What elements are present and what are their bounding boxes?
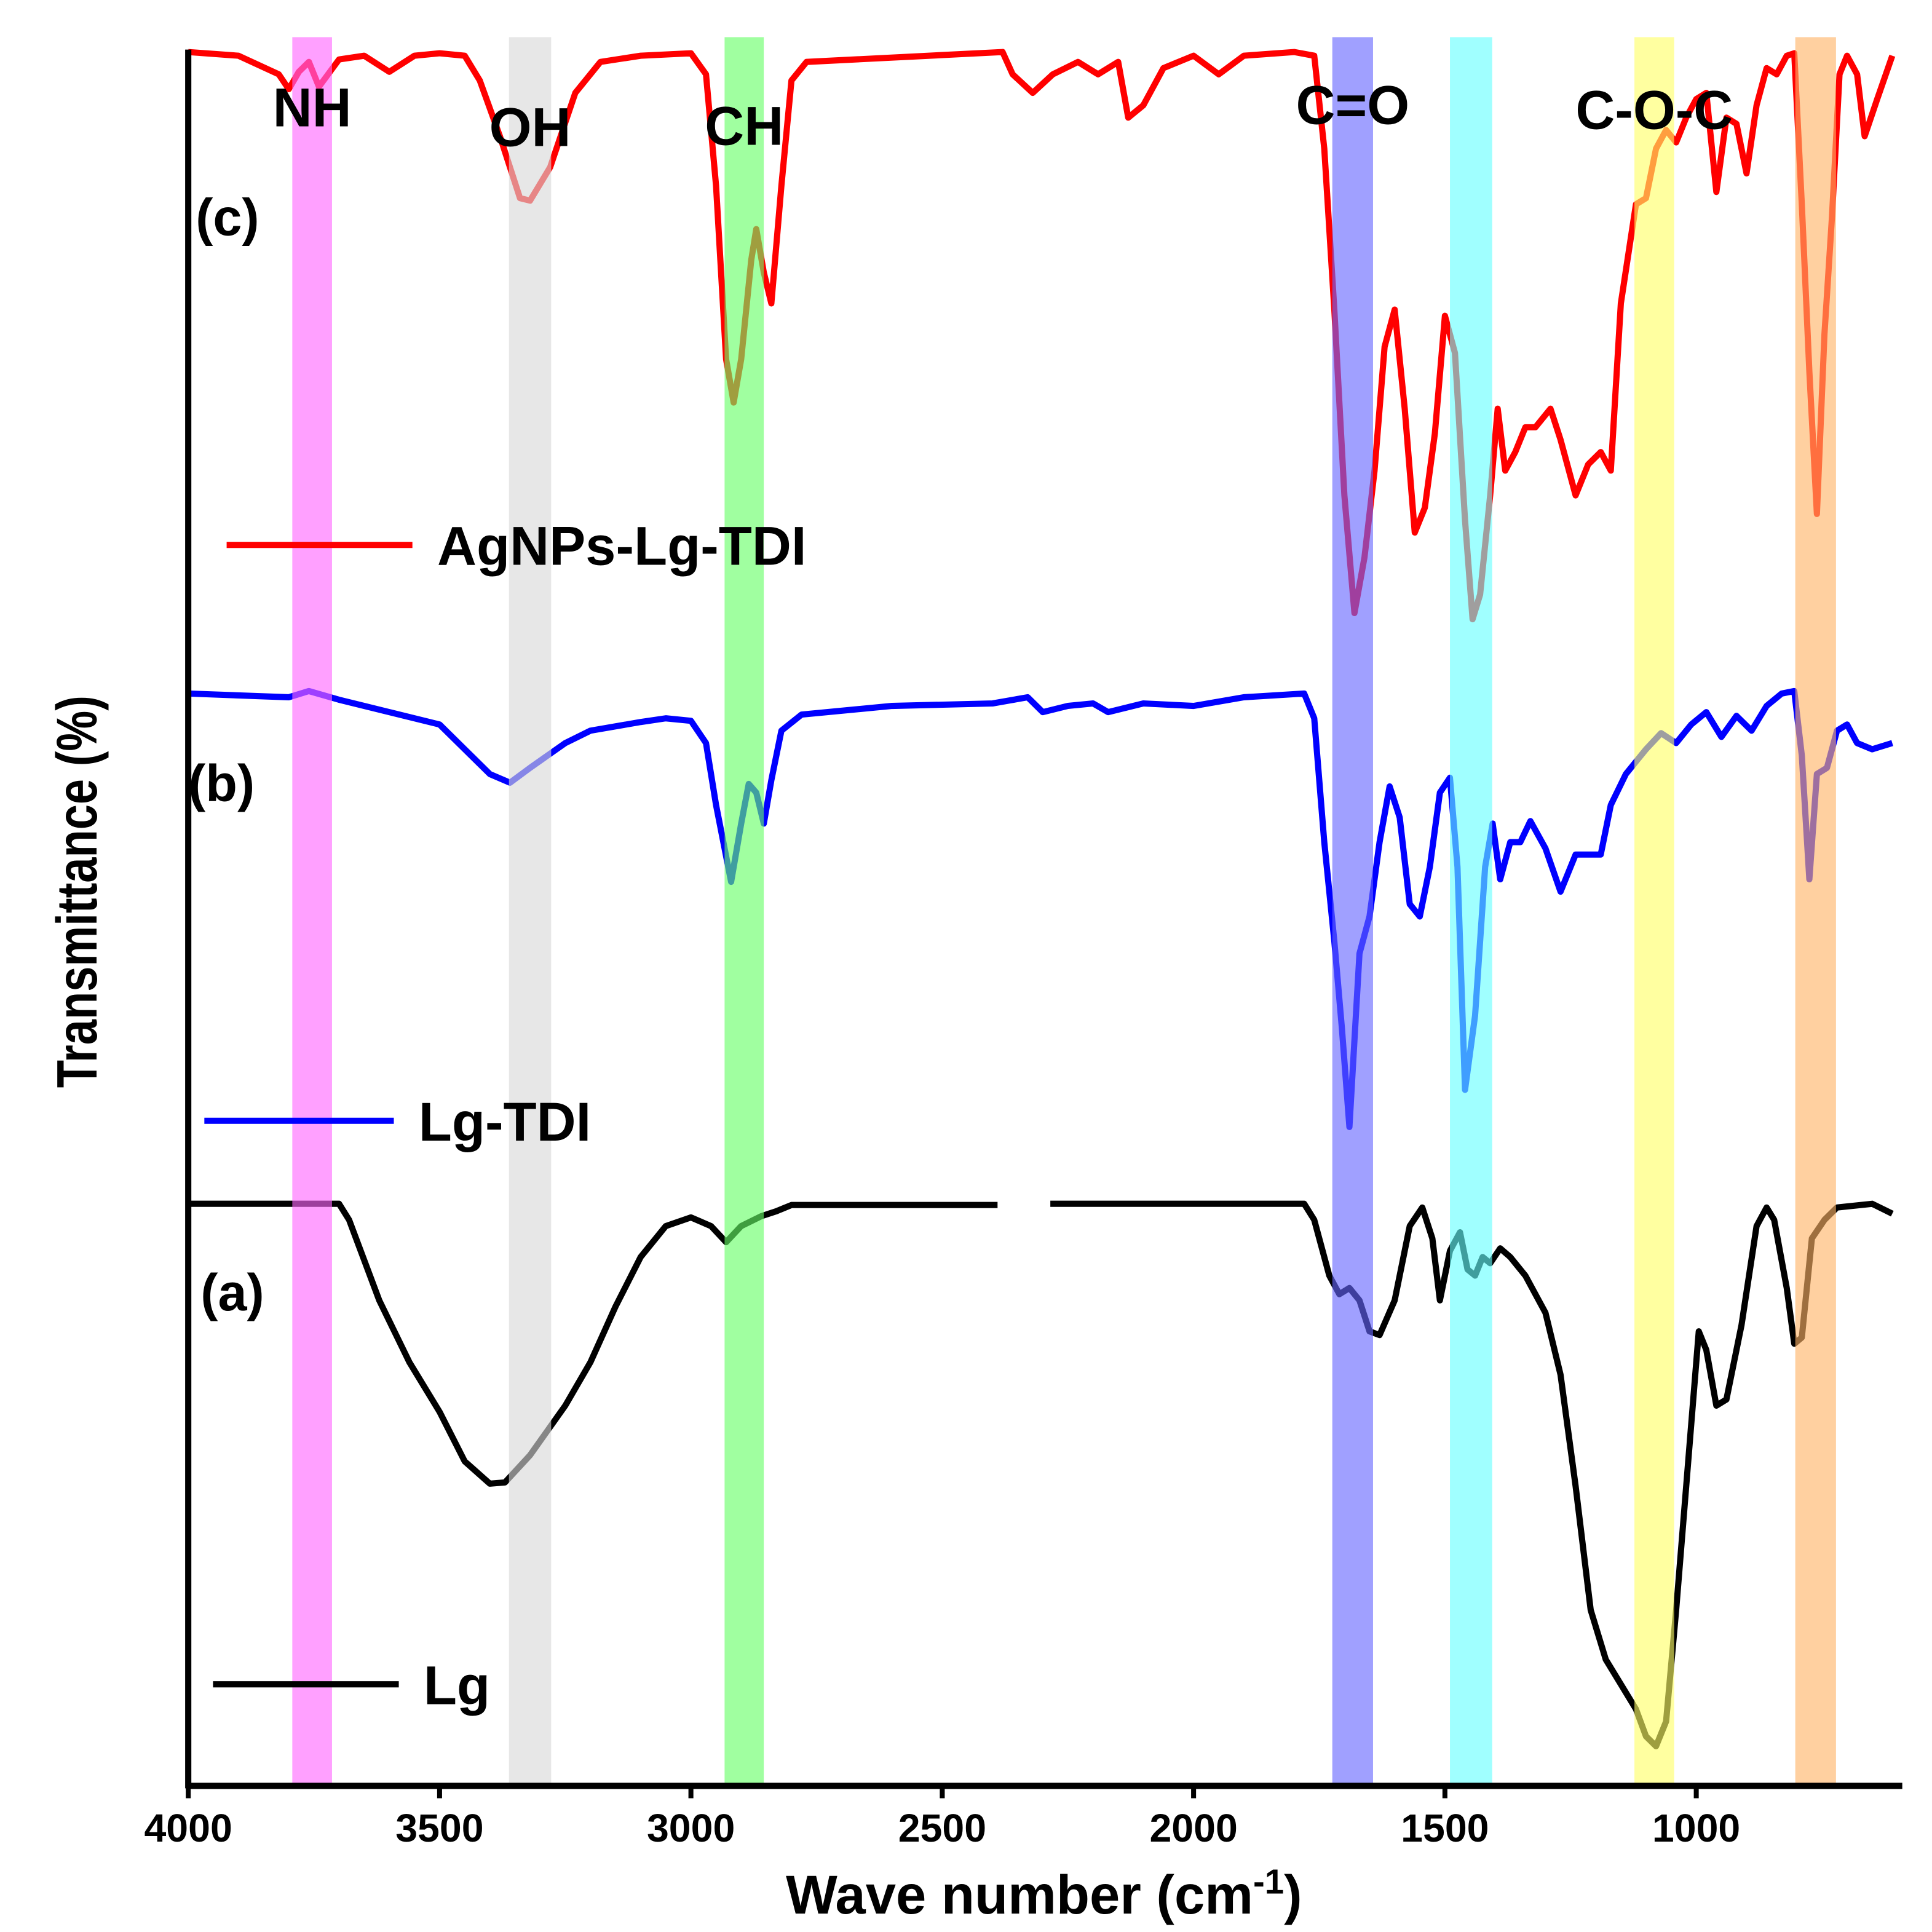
band bbox=[724, 37, 764, 1786]
y-axis-label: Transmittance (%) bbox=[45, 695, 109, 1088]
x-tick-label: 3000 bbox=[647, 1806, 735, 1850]
plot-area bbox=[188, 37, 1896, 1786]
band bbox=[1795, 37, 1836, 1786]
annotation: (c) bbox=[196, 188, 259, 247]
band-label: C-O-C bbox=[1575, 79, 1733, 140]
band bbox=[1450, 37, 1492, 1786]
annotation: (b) bbox=[188, 754, 255, 812]
band bbox=[1634, 37, 1674, 1786]
band-label: CH bbox=[705, 96, 783, 157]
band bbox=[509, 37, 552, 1786]
x-axis-label-superscript: -1 bbox=[1253, 1863, 1284, 1901]
band bbox=[1332, 37, 1373, 1786]
x-tick-label: 1500 bbox=[1401, 1806, 1489, 1850]
x-axis-label: Wave number (cm-1) bbox=[786, 1863, 1302, 1925]
band bbox=[292, 37, 332, 1786]
x-tick-label: 1000 bbox=[1652, 1806, 1740, 1850]
series-line bbox=[188, 687, 1893, 1130]
band-label: C=O bbox=[1296, 74, 1410, 135]
band-label: NH bbox=[273, 77, 352, 138]
x-axis-label-suffix: ) bbox=[1284, 1864, 1302, 1925]
legend-label: AgNPs-Lg-TDI bbox=[437, 515, 807, 576]
legend-label: Lg bbox=[424, 1655, 490, 1716]
x-axis-label-text: Wave number (cm bbox=[786, 1864, 1253, 1925]
x-tick-label: 3500 bbox=[395, 1806, 483, 1850]
legend-label: Lg-TDI bbox=[419, 1091, 592, 1152]
x-tick-label: 2500 bbox=[898, 1806, 986, 1850]
x-tick-label: 4000 bbox=[144, 1806, 232, 1850]
annotation: (a) bbox=[200, 1263, 264, 1321]
band-label: OH bbox=[489, 97, 571, 158]
x-tick-label: 2000 bbox=[1149, 1806, 1237, 1850]
